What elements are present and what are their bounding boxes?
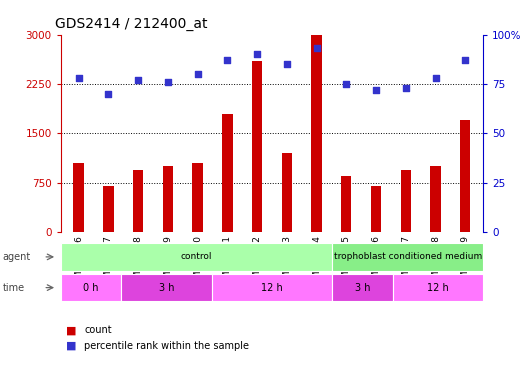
- Bar: [332, 243, 483, 271]
- Point: [253, 51, 261, 58]
- Text: ■: ■: [66, 341, 77, 351]
- Text: 0 h: 0 h: [83, 283, 99, 293]
- Bar: [121, 274, 212, 301]
- Point: [164, 79, 172, 85]
- Text: 12 h: 12 h: [427, 283, 449, 293]
- Text: 12 h: 12 h: [261, 283, 283, 293]
- Bar: [73, 163, 84, 232]
- Bar: [312, 35, 322, 232]
- Text: control: control: [181, 252, 212, 262]
- Text: ■: ■: [66, 325, 77, 335]
- Text: trophoblast conditioned medium: trophoblast conditioned medium: [334, 252, 482, 262]
- Point: [74, 75, 83, 81]
- Bar: [61, 274, 121, 301]
- Bar: [133, 170, 143, 232]
- Bar: [252, 61, 262, 232]
- Bar: [371, 186, 381, 232]
- Text: agent: agent: [3, 252, 31, 262]
- Bar: [103, 186, 114, 232]
- Point: [431, 75, 440, 81]
- Text: GDS2414 / 212400_at: GDS2414 / 212400_at: [55, 17, 208, 31]
- Point: [134, 77, 142, 83]
- Text: 3 h: 3 h: [158, 283, 174, 293]
- Text: 3 h: 3 h: [355, 283, 370, 293]
- Text: time: time: [3, 283, 25, 293]
- Text: count: count: [84, 325, 112, 335]
- Bar: [460, 120, 470, 232]
- Bar: [163, 166, 173, 232]
- Bar: [192, 163, 203, 232]
- Bar: [430, 166, 441, 232]
- Point: [223, 57, 231, 63]
- Point: [282, 61, 291, 67]
- Text: percentile rank within the sample: percentile rank within the sample: [84, 341, 250, 351]
- Point: [402, 85, 410, 91]
- Point: [342, 81, 351, 87]
- Bar: [332, 274, 393, 301]
- Bar: [222, 114, 232, 232]
- Bar: [212, 274, 332, 301]
- Point: [104, 91, 112, 97]
- Bar: [401, 170, 411, 232]
- Point: [313, 45, 321, 51]
- Bar: [281, 153, 292, 232]
- Point: [461, 57, 469, 63]
- Point: [193, 71, 202, 77]
- Bar: [341, 176, 352, 232]
- Point: [372, 87, 380, 93]
- Bar: [61, 243, 332, 271]
- Bar: [393, 274, 483, 301]
